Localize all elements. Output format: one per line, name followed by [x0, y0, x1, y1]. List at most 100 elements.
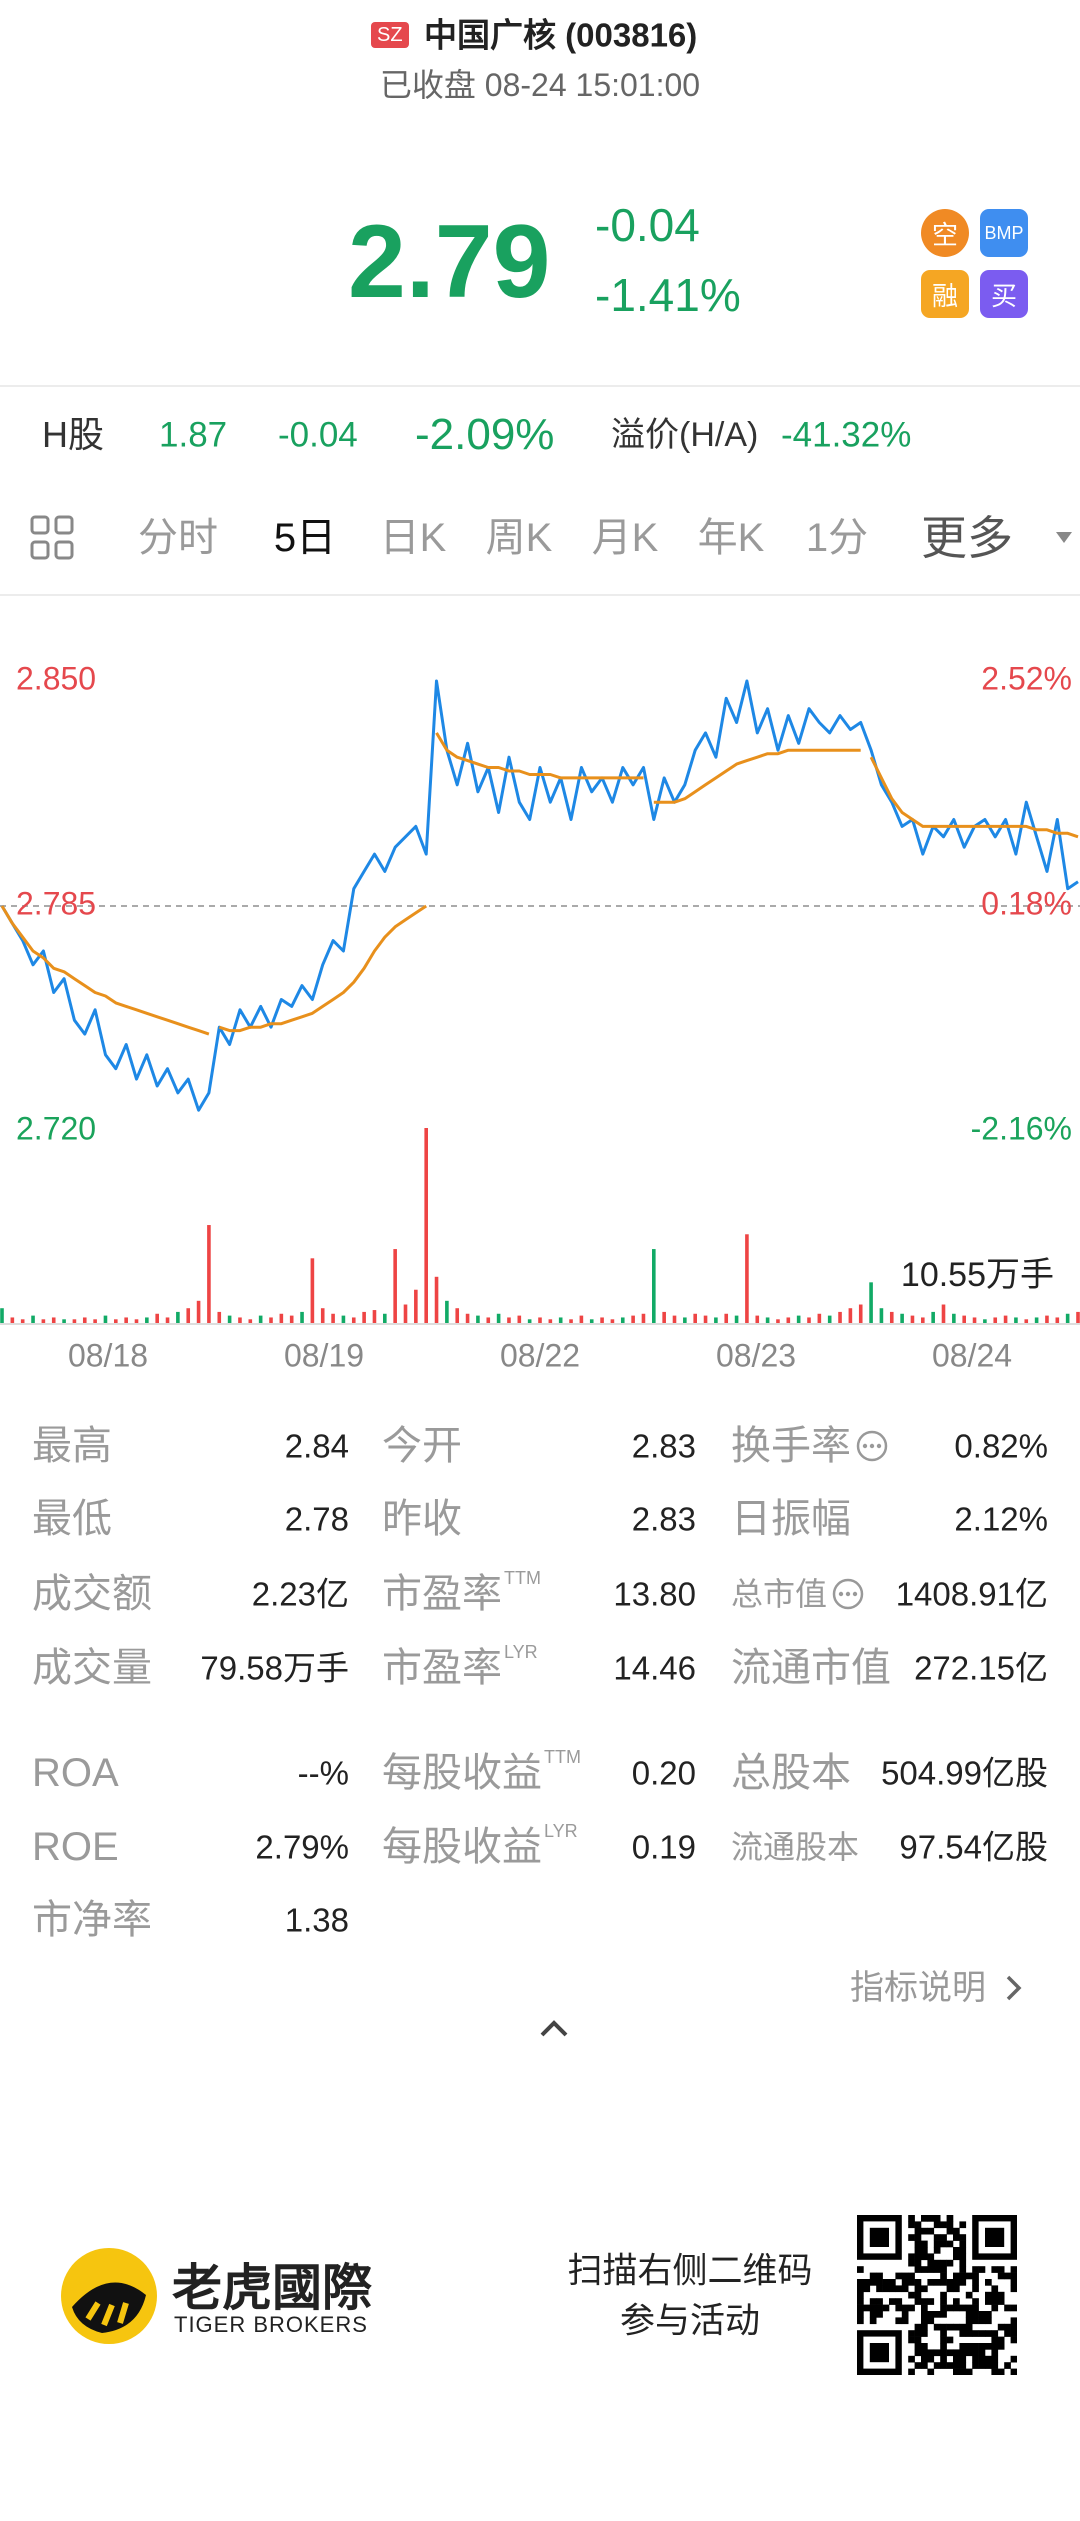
- badge-bmp[interactable]: BMP: [980, 209, 1028, 257]
- volume-bar: [465, 1313, 470, 1323]
- qr-module: [921, 2343, 928, 2350]
- qr-module: [876, 2285, 883, 2293]
- volume-bar: [900, 1313, 904, 1323]
- volume-bar: [124, 1317, 128, 1323]
- y2-tick-label: 2.52%: [981, 660, 1072, 696]
- volume-bar: [341, 1315, 346, 1323]
- tab[interactable]: 日K: [379, 516, 447, 560]
- qr-module: [1010, 2330, 1017, 2337]
- qr-module: [901, 2304, 909, 2312]
- qr-module: [857, 2298, 864, 2305]
- volume-bar: [641, 1313, 646, 1323]
- badge-margin[interactable]: 融: [921, 270, 969, 318]
- volume-bar: [734, 1315, 739, 1323]
- volume-bar: [176, 1311, 180, 1323]
- stat-value: 2.79%: [255, 1828, 349, 1866]
- layout-icon[interactable]: [30, 515, 74, 561]
- stat-value: 272.15亿: [914, 1649, 1048, 1687]
- volume-bar: [486, 1317, 491, 1323]
- indicator-help[interactable]: 指标说明: [850, 1969, 986, 2007]
- stat-label: 成交额: [32, 1572, 152, 1616]
- qr-module: [959, 2266, 967, 2273]
- volume-bar: [879, 1308, 884, 1323]
- qr-module: [901, 2279, 909, 2286]
- badge-buy[interactable]: 买: [980, 270, 1028, 318]
- qr-code[interactable]: [857, 2215, 1017, 2375]
- qr-module: [959, 2272, 967, 2280]
- volume-bar: [600, 1317, 604, 1323]
- qr-module: [940, 2266, 947, 2273]
- price-line: [0, 679, 1079, 1112]
- tab[interactable]: 周K: [485, 516, 553, 560]
- tab[interactable]: 年K: [697, 516, 765, 560]
- qr-module: [959, 2323, 967, 2331]
- tab[interactable]: 5日: [273, 516, 337, 560]
- stat-value: 2.84: [284, 1427, 349, 1465]
- qr-module: [914, 2291, 922, 2299]
- chevron[interactable]: [1004, 1974, 1024, 2002]
- volume-bar: [548, 1319, 553, 1323]
- qr-module: [869, 2279, 877, 2286]
- qr-module: [914, 2247, 922, 2254]
- qr-module: [940, 2279, 947, 2286]
- qr-module: [921, 2298, 928, 2305]
- tab[interactable]: 分时: [138, 516, 218, 560]
- qr-module: [933, 2349, 941, 2357]
- volume-bar: [941, 1304, 946, 1323]
- qr-module: [921, 2330, 928, 2337]
- qr-module: [882, 2279, 890, 2286]
- qr-module: [901, 2272, 909, 2280]
- qr-module: [997, 2323, 1005, 2331]
- tab[interactable]: 更多: [921, 512, 1013, 564]
- qr-module: [940, 2259, 947, 2267]
- volume-bar: [972, 1317, 977, 1323]
- qr-module: [921, 2253, 928, 2261]
- qr-module: [940, 2291, 947, 2299]
- qr-module: [889, 2298, 896, 2305]
- info-dot: [862, 1443, 868, 1449]
- qr-module: [959, 2304, 967, 2312]
- info-dot: [838, 1591, 844, 1597]
- qr-module: [959, 2259, 967, 2267]
- qr-module: [869, 2311, 877, 2318]
- qr-module: [869, 2317, 877, 2325]
- qr-module: [959, 2240, 967, 2248]
- qr-module: [940, 2336, 947, 2344]
- volume-bar: [652, 1249, 656, 1323]
- volume-bar: [1014, 1317, 1018, 1323]
- qr-module: [901, 2317, 909, 2325]
- qr-module: [978, 2349, 986, 2357]
- qr-module: [914, 2323, 922, 2331]
- qr-module: [933, 2323, 941, 2331]
- stat-value: 0.20: [631, 1754, 696, 1792]
- volume-bar: [662, 1311, 666, 1323]
- qr-module: [940, 2349, 947, 2357]
- promo-line: 扫描右侧二维码: [567, 2251, 813, 2291]
- qr-module: [927, 2311, 935, 2318]
- volume-bar: [745, 1234, 749, 1323]
- stat-value: 2.23亿: [251, 1575, 349, 1613]
- volume-bar: [507, 1317, 511, 1323]
- tab[interactable]: 月K: [591, 516, 659, 560]
- more-arrow[interactable]: [1054, 530, 1074, 546]
- qr-module: [946, 2227, 954, 2235]
- qr-module: [997, 2266, 1005, 2273]
- qr-module: [991, 2298, 999, 2305]
- volume-bar: [1003, 1315, 1008, 1323]
- collapse-caret[interactable]: [538, 2018, 570, 2040]
- divider: [0, 594, 1080, 596]
- volume-bar: [796, 1315, 801, 1323]
- volume-bar: [952, 1313, 956, 1323]
- tab[interactable]: 1分: [805, 516, 869, 560]
- stat-value: 2.78: [284, 1500, 349, 1538]
- stat-value: 2.83: [631, 1500, 696, 1538]
- qr-module: [927, 2317, 935, 2325]
- badge-short[interactable]: 空: [921, 209, 969, 257]
- qr-module: [908, 2291, 915, 2299]
- qr-module: [914, 2253, 922, 2261]
- qr-module: [946, 2240, 954, 2248]
- volume-bar: [683, 1317, 687, 1323]
- qr-module: [1004, 2323, 1011, 2331]
- qr-module: [876, 2279, 883, 2286]
- qr-module: [959, 2355, 967, 2363]
